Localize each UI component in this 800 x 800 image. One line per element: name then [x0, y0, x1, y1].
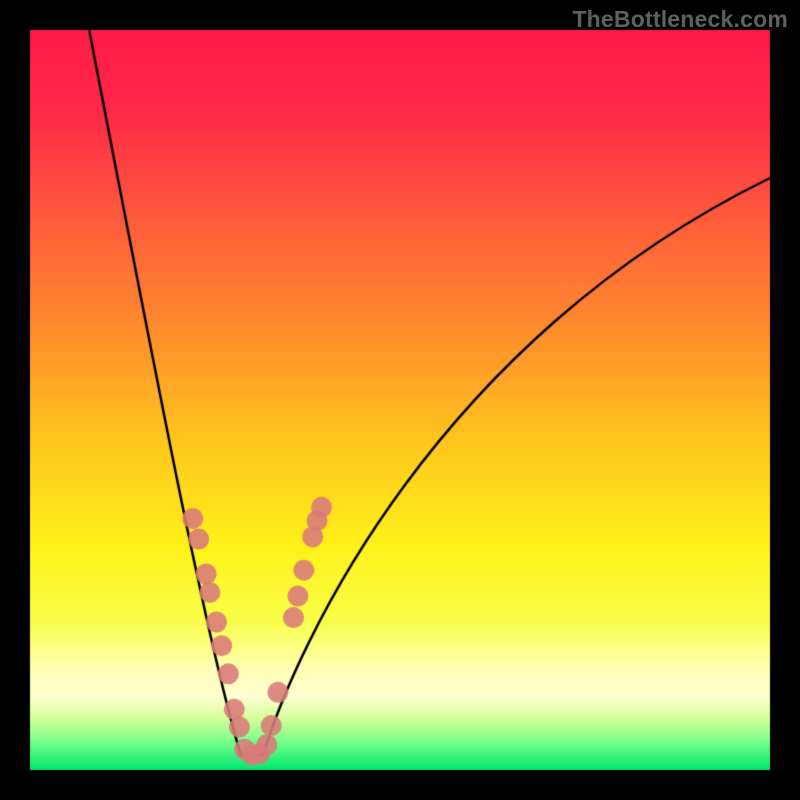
bottleneck-v-curve-chart — [0, 0, 800, 800]
chart-stage: TheBottleneck.com — [0, 0, 800, 800]
